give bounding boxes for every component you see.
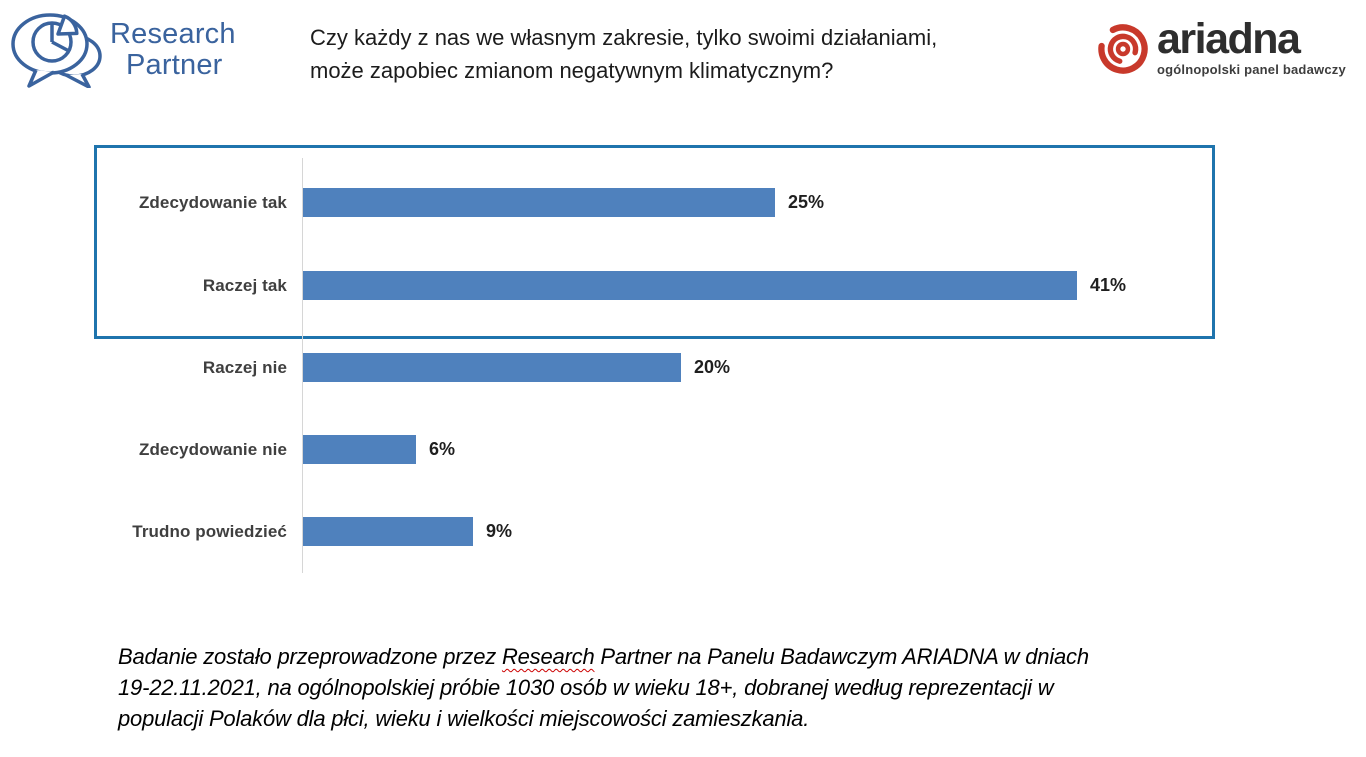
spellcheck-underlined-word: Research xyxy=(501,644,595,669)
value-label: 20% xyxy=(694,357,731,377)
bar-row: Raczej nie 20% xyxy=(95,353,1366,382)
rp-word-research: Research xyxy=(110,18,236,50)
bar xyxy=(303,435,416,464)
category-label: Raczej tak xyxy=(202,275,287,295)
value-label: 41% xyxy=(1090,275,1127,295)
value-label: 6% xyxy=(429,439,456,459)
bar xyxy=(303,517,473,546)
bar xyxy=(303,353,681,382)
survey-question: Czy każdy z nas we własnym zakresie, tyl… xyxy=(310,21,937,87)
bar xyxy=(303,188,775,217)
chart-axis-line xyxy=(302,158,303,573)
bar xyxy=(303,271,1077,300)
bar-row: Zdecydowanie tak 25% xyxy=(95,188,1366,217)
bar-row: Raczej tak 41% xyxy=(95,271,1366,300)
category-label: Trudno powiedzieć xyxy=(132,521,287,541)
question-line-1: Czy każdy z nas we własnym zakresie, tyl… xyxy=(310,25,938,50)
value-label: 25% xyxy=(788,192,825,212)
highlight-box xyxy=(94,145,1215,339)
footnote-line-2: 19-22.11.2021, na ogólnopolskiej próbie … xyxy=(118,675,1054,700)
footnote-text: Partner na Panelu Badawczym ARIADNA w dn… xyxy=(594,644,1089,669)
research-partner-logo: Research Partner xyxy=(10,12,236,88)
bar-row: Trudno powiedzieć 9% xyxy=(95,517,1366,546)
rp-word-partner: Partner xyxy=(126,49,223,81)
value-label: 9% xyxy=(486,521,513,541)
speech-bubbles-pie-icon xyxy=(10,12,106,88)
footnote-line-1: Badanie zostało przeprowadzone przez Res… xyxy=(118,641,1089,672)
ariadna-wordmark: ariadna xyxy=(1157,15,1301,63)
question-line-2: może zapobiec zmianom negatywnym klimaty… xyxy=(310,58,834,83)
category-label: Zdecydowanie tak xyxy=(138,192,287,212)
bar-row: Zdecydowanie nie 6% xyxy=(95,435,1366,464)
ariadna-rings-icon xyxy=(1096,16,1150,76)
ariadna-tagline: ogólnopolski panel badawczy xyxy=(1157,62,1346,77)
research-partner-wordmark: Research Partner xyxy=(110,19,236,81)
footnote-text: Badanie zostało przeprowadzone przez xyxy=(118,644,502,669)
ariadna-logo: ariadna ogólnopolski panel badawczy xyxy=(1096,16,1346,77)
category-label: Raczej nie xyxy=(202,357,287,377)
methodology-note: Badanie zostało przeprowadzone przez Res… xyxy=(118,641,1089,734)
category-label: Zdecydowanie nie xyxy=(138,439,287,459)
footnote-line-3: populacji Polaków dla płci, wieku i wiel… xyxy=(118,706,810,731)
